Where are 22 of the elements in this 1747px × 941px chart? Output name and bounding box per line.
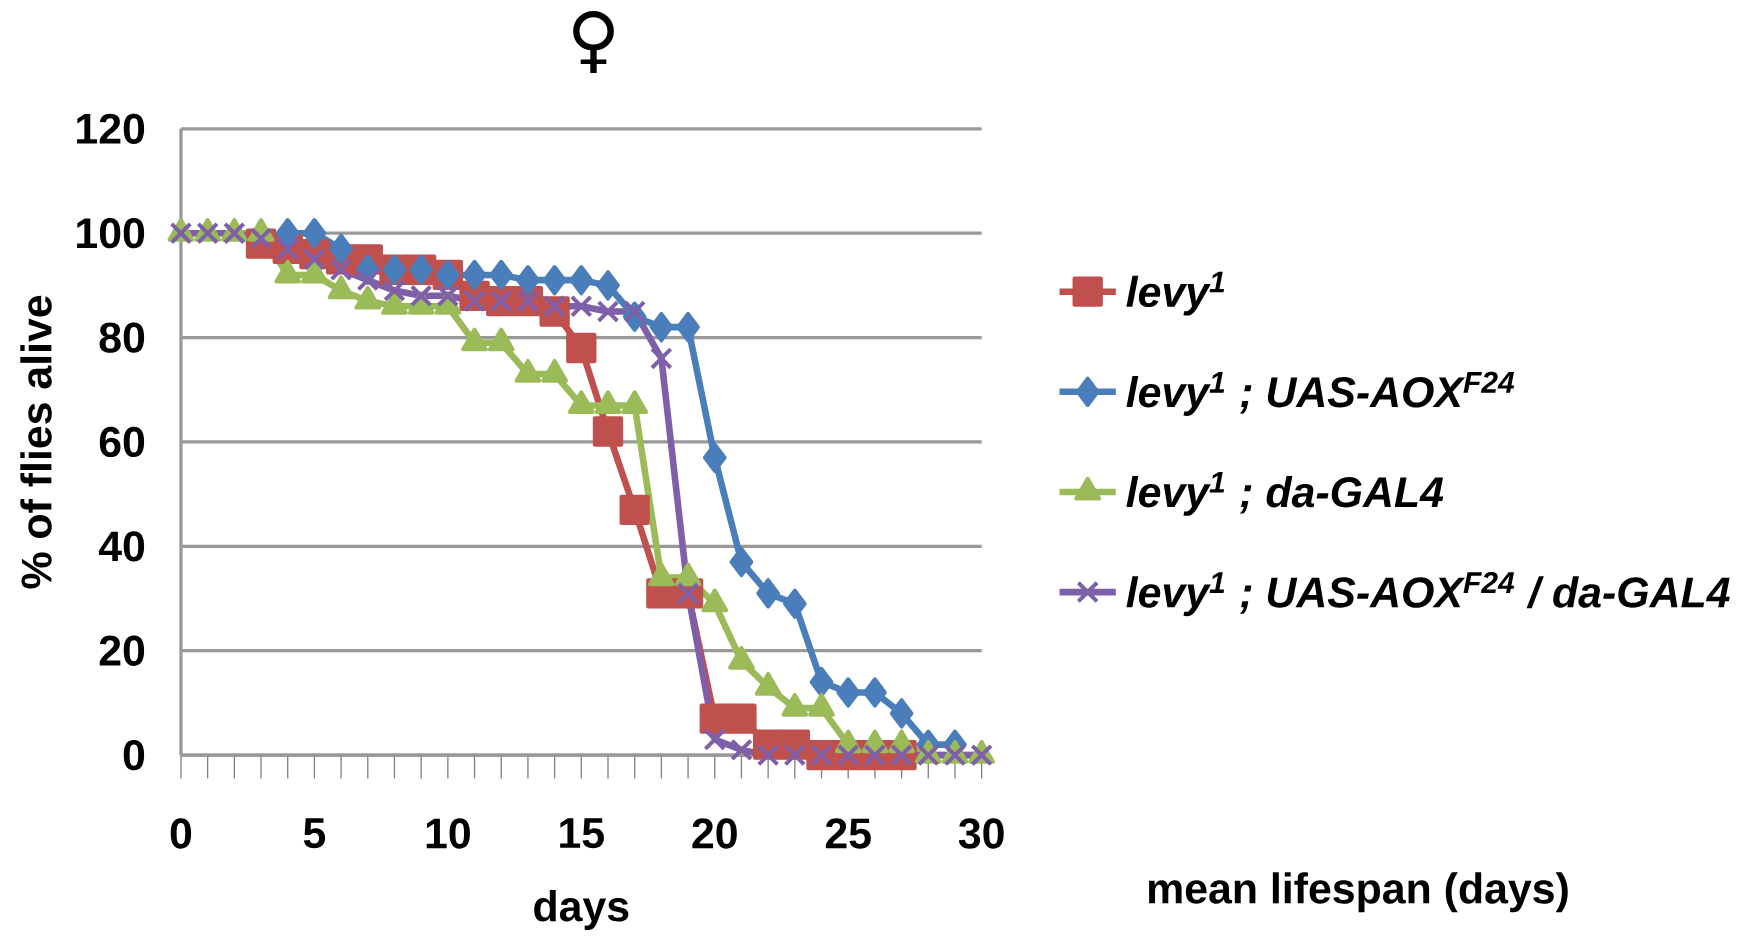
x-tick-label: 20 bbox=[692, 818, 737, 849]
legend-label: levy$^{1}$ ; UAS-AOX$^{F24}$ bbox=[1126, 371, 1515, 416]
x-tick-label: 10 bbox=[426, 818, 470, 849]
text: mean lifespan (days) bbox=[1148, 872, 1568, 913]
legend-label: levy$^{1}$ ; da-GAL4 bbox=[1126, 472, 1444, 516]
y-tick-label: 80 bbox=[99, 322, 145, 353]
x-tick-label: 0 bbox=[170, 818, 192, 849]
y-axis-title: % of flies alive bbox=[20, 295, 52, 589]
y-tick-label: 0 bbox=[123, 739, 145, 771]
legend-label: levy$^{1}$ ; UAS-AOX$^{F24}$ / da-GAL4 bbox=[1126, 571, 1730, 617]
x-tick-label: 30 bbox=[958, 818, 1004, 849]
chart-title: ♀ bbox=[573, 10, 614, 74]
y-tick-label: 40 bbox=[98, 531, 145, 562]
y-tick-label: 60 bbox=[99, 426, 145, 458]
x-tick-label: 5 bbox=[303, 818, 326, 849]
x-axis-title: days bbox=[534, 890, 629, 931]
y-tick-label: 100 bbox=[77, 218, 145, 249]
y-tick-label: 20 bbox=[99, 635, 145, 666]
legend-label: levy$^{1}$ bbox=[1126, 271, 1225, 316]
y-tick-label: 120 bbox=[77, 113, 145, 144]
x-tick-label: 15 bbox=[560, 818, 604, 849]
x-tick-label: 25 bbox=[825, 818, 871, 849]
